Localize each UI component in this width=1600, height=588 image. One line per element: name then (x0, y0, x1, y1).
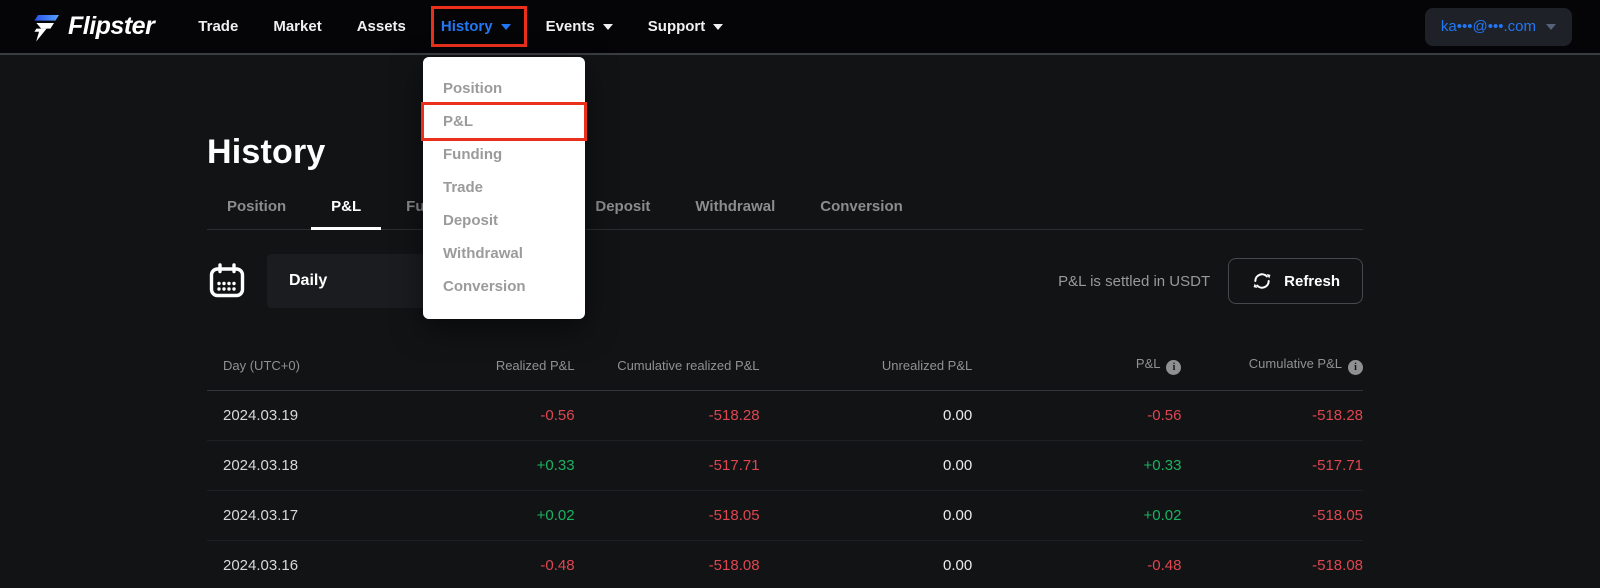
tab-deposit[interactable]: Deposit (595, 198, 651, 215)
chevron-down-icon (713, 23, 724, 30)
cell-day: 2024.03.18 (207, 440, 416, 491)
nav-item-history[interactable]: History (430, 6, 527, 47)
nav-item-market[interactable]: Market (273, 18, 322, 35)
col-cumulative-realized-pnl: Cumulative realized P&L (574, 342, 760, 391)
col-day: Day (UTC+0) (207, 342, 416, 391)
period-select-value: Daily (289, 272, 328, 289)
col-pnl-label: P&L (1135, 356, 1161, 372)
cell-cum-realized: -517.71 (574, 440, 760, 491)
history-dropdown-menu: Position P&L Funding Trade Deposit Withd… (421, 57, 587, 319)
refresh-icon (1253, 273, 1271, 289)
cell-day: 2024.03.19 (207, 390, 416, 441)
nav-item-trade[interactable]: Trade (198, 18, 239, 35)
tab-pnl[interactable]: P&L (311, 198, 382, 230)
calendar-icon (209, 263, 245, 298)
cell-unrealized: 0.00 (759, 540, 973, 588)
info-icon[interactable]: i (1348, 360, 1363, 376)
refresh-button-label: Refresh (1284, 272, 1340, 290)
cell-realized: -0.48 (415, 540, 575, 588)
nav-item-support[interactable]: Support (648, 12, 724, 41)
account-menu[interactable]: ka•••@•••.com (1424, 7, 1572, 46)
info-icon[interactable]: i (1166, 360, 1182, 376)
menu-item-deposit[interactable]: Deposit (443, 212, 499, 229)
col-cumulative-pnl: Cumulative P&L i (1181, 342, 1363, 391)
menu-item-trade[interactable]: Trade (443, 179, 484, 196)
main-content: History Position P&L Funding Trade Depos… (207, 55, 1363, 588)
menu-item-position[interactable]: Position (443, 80, 503, 97)
cell-realized: +0.33 (415, 440, 575, 491)
cell-cum-pnl: -517.71 (1181, 440, 1363, 491)
cell-unrealized: 0.00 (759, 390, 973, 441)
controls-row: Daily P&L is settled in USDT Refresh (207, 254, 1363, 308)
cell-unrealized: 0.00 (759, 440, 973, 491)
settlement-note: P&L is settled in USDT (1058, 272, 1211, 290)
history-tabs: Position P&L Funding Trade Deposit Withd… (207, 198, 1363, 230)
table-row: 2024.03.19 -0.56 -518.28 0.00 -0.56 -518… (207, 390, 1363, 441)
col-pnl: P&L i (972, 342, 1182, 391)
tab-position[interactable]: Position (227, 198, 287, 215)
menu-item-pnl-label: P&L (443, 113, 473, 130)
menu-item-pnl[interactable]: P&L (421, 102, 587, 141)
nav-item-events-label: Events (545, 18, 595, 35)
account-email: ka•••@•••.com (1440, 18, 1536, 35)
chevron-down-icon (1546, 23, 1556, 30)
table-row: 2024.03.18 +0.33 -517.71 0.00 +0.33 -517… (207, 440, 1363, 491)
cell-realized: -0.56 (415, 390, 575, 441)
refresh-button[interactable]: Refresh (1228, 258, 1363, 304)
menu-item-withdrawal[interactable]: Withdrawal (443, 245, 523, 262)
brand-logo[interactable]: Flipster (28, 11, 155, 43)
chevron-down-icon (602, 23, 613, 30)
col-cumulative-pnl-label: Cumulative P&L (1248, 356, 1342, 372)
brand-name: Flipster (68, 12, 155, 40)
chevron-down-icon (500, 23, 511, 30)
table-header-row: Day (UTC+0) Realized P&L Cumulative real… (207, 342, 1363, 391)
table-row: 2024.03.16 -0.48 -518.08 0.00 -0.48 -518… (207, 540, 1363, 588)
cell-day: 2024.03.16 (207, 540, 416, 588)
cell-cum-realized: -518.28 (574, 390, 760, 441)
nav-item-history-label: History (440, 18, 493, 35)
cell-cum-realized: -518.08 (574, 540, 760, 588)
menu-item-conversion[interactable]: Conversion (443, 278, 526, 295)
table-row: 2024.03.17 +0.02 -518.05 0.00 +0.02 -518… (207, 490, 1363, 541)
col-unrealized-pnl: Unrealized P&L (759, 342, 973, 391)
cell-pnl: +0.02 (972, 490, 1182, 541)
cell-pnl: +0.33 (972, 440, 1182, 491)
cell-cum-pnl: -518.28 (1181, 390, 1363, 441)
nav-item-assets[interactable]: Assets (356, 18, 406, 35)
col-realized-pnl: Realized P&L (415, 342, 575, 391)
menu-item-funding[interactable]: Funding (443, 146, 503, 163)
cell-pnl: -0.48 (972, 540, 1182, 588)
cell-cum-realized: -518.05 (574, 490, 760, 541)
cell-cum-pnl: -518.08 (1181, 540, 1363, 588)
tab-withdrawal[interactable]: Withdrawal (695, 198, 776, 215)
tab-conversion[interactable]: Conversion (820, 198, 903, 215)
cell-day: 2024.03.17 (207, 490, 416, 541)
nav-item-support-label: Support (647, 18, 706, 35)
pnl-table: Day (UTC+0) Realized P&L Cumulative real… (207, 342, 1363, 588)
nav-item-events[interactable]: Events (546, 12, 613, 41)
flipster-logo-icon (34, 14, 59, 41)
page-title: History (207, 133, 326, 171)
top-nav: Flipster Trade Market Assets History Eve… (0, 0, 1600, 55)
cell-pnl: -0.56 (972, 390, 1182, 441)
cell-unrealized: 0.00 (759, 490, 973, 541)
nav-left: Flipster Trade Market Assets History Eve… (28, 6, 724, 47)
nav-menu: Trade Market Assets History Events Suppo… (198, 6, 724, 47)
cell-cum-pnl: -518.05 (1181, 490, 1363, 541)
cell-realized: +0.02 (415, 490, 575, 541)
